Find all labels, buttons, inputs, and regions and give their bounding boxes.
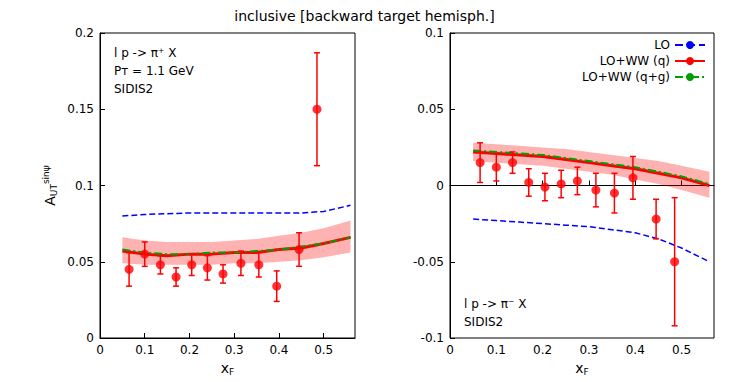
svg-text:LO+WW (q): LO+WW (q)	[600, 54, 670, 68]
svg-text:0.2: 0.2	[533, 343, 552, 357]
svg-text:A: A	[42, 196, 58, 206]
svg-text:0.5: 0.5	[314, 343, 333, 357]
svg-text:0.2: 0.2	[75, 26, 94, 40]
svg-text:sinψ: sinψ	[41, 165, 51, 184]
svg-text:0.3: 0.3	[579, 343, 598, 357]
svg-text:0.4: 0.4	[626, 343, 645, 357]
svg-text:-0.05: -0.05	[413, 255, 444, 269]
svg-text:l p -> π⁺ X: l p -> π⁺ X	[114, 46, 176, 60]
svg-text:0.05: 0.05	[417, 102, 444, 116]
svg-text:l p -> π⁻ X: l p -> π⁻ X	[464, 297, 526, 311]
svg-text:0.4: 0.4	[269, 343, 288, 357]
svg-text:SIDIS2: SIDIS2	[114, 82, 153, 96]
svg-text:0.3: 0.3	[225, 343, 244, 357]
svg-text:0.15: 0.15	[67, 102, 94, 116]
svg-text:SIDIS2: SIDIS2	[464, 315, 503, 329]
svg-text:LO: LO	[654, 38, 670, 52]
svg-text:F: F	[584, 367, 589, 377]
svg-text:0: 0	[96, 343, 104, 357]
svg-text:0.1: 0.1	[75, 179, 94, 193]
svg-text:UT: UT	[49, 184, 59, 197]
svg-text:x: x	[221, 360, 229, 376]
svg-text:F: F	[229, 367, 234, 377]
svg-text:0: 0	[436, 179, 444, 193]
svg-text:0.05: 0.05	[67, 255, 94, 269]
svg-text:0.1: 0.1	[135, 343, 154, 357]
svg-text:LO+WW (q+g): LO+WW (q+g)	[582, 70, 670, 84]
svg-text:0.1: 0.1	[487, 343, 506, 357]
svg-text:-0.1: -0.1	[421, 331, 444, 345]
svg-text:0.2: 0.2	[180, 343, 199, 357]
svg-text:Pᴛ = 1.1 GeV: Pᴛ = 1.1 GeV	[114, 64, 194, 78]
svg-text:x: x	[575, 360, 583, 376]
svg-text:inclusive [backward target hem: inclusive [backward target hemisph.]	[234, 8, 494, 24]
svg-text:0.5: 0.5	[672, 343, 691, 357]
svg-text:0.1: 0.1	[425, 26, 444, 40]
svg-text:0: 0	[86, 331, 94, 345]
svg-text:0: 0	[446, 343, 454, 357]
